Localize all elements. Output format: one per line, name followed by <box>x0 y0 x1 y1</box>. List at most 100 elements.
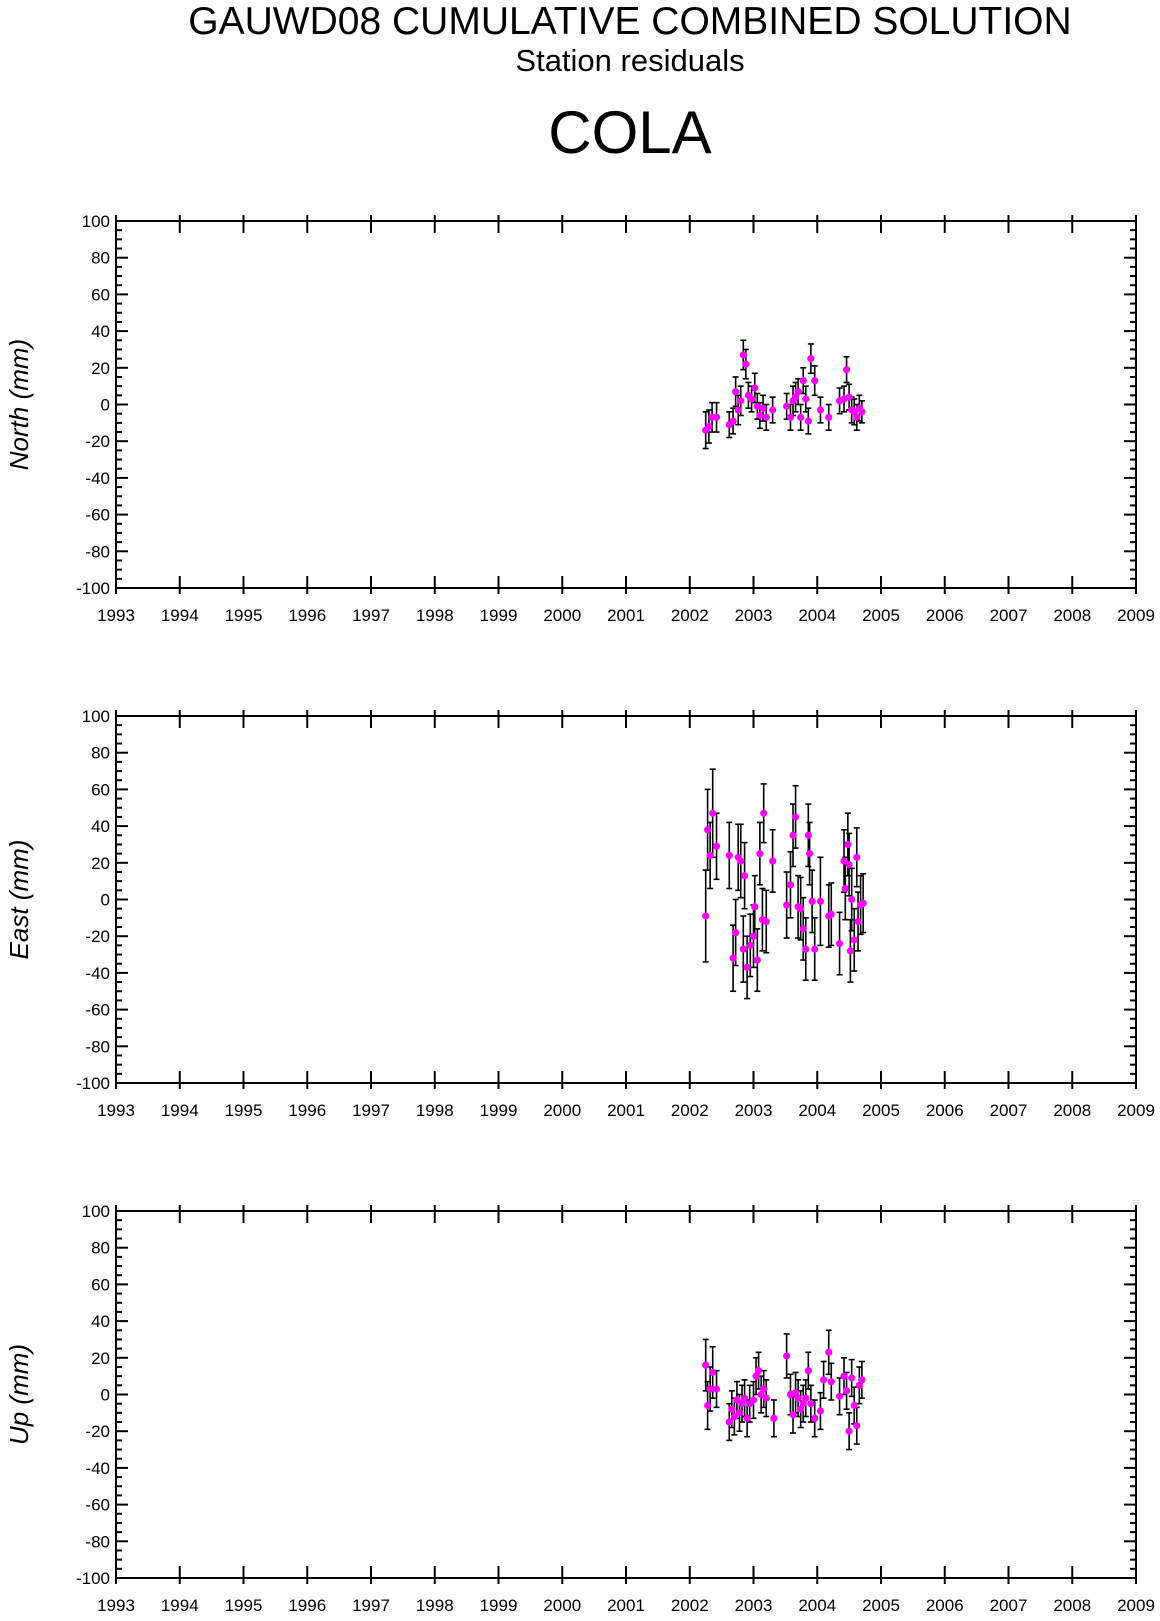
up-data-point <box>789 1411 797 1419</box>
east-x-tick-label: 1995 <box>225 1101 263 1120</box>
east-data-point <box>786 881 795 889</box>
up-y-tick-label: 20 <box>91 1349 110 1368</box>
up-data-point <box>820 1376 828 1384</box>
north-x-tick-label: 2002 <box>671 606 709 625</box>
up-data-point <box>738 1400 746 1408</box>
east-y-tick-label: 60 <box>91 780 110 799</box>
north-y-tick-label: -40 <box>85 469 110 488</box>
north-x-tick-label: 1998 <box>416 606 454 625</box>
east-data-point <box>702 912 710 920</box>
north-data-point <box>811 377 819 385</box>
up-x-tick-label: 1994 <box>161 1596 199 1615</box>
up-x-tick-label: 1997 <box>352 1596 390 1615</box>
north-x-tick-label: 1999 <box>480 606 518 625</box>
up-data-point <box>811 1414 819 1422</box>
up-data-point <box>743 1414 751 1422</box>
north-x-tick-label: 2008 <box>1053 606 1091 625</box>
up-data-point <box>712 1385 721 1393</box>
east-x-tick-label: 2006 <box>926 1101 964 1120</box>
up-data-point <box>816 1407 825 1415</box>
east-data-point <box>827 910 835 918</box>
east-x-tick-label: 1994 <box>161 1101 199 1120</box>
east-data-point <box>791 813 800 821</box>
east-y-tick-label: -80 <box>85 1037 110 1056</box>
up-y-tick-label: 100 <box>82 1202 110 1221</box>
north-y-tick-label: -80 <box>85 542 110 561</box>
up-data-point <box>725 1418 733 1426</box>
north-data-point <box>762 413 770 421</box>
east-x-tick-label: 2009 <box>1117 1101 1155 1120</box>
east-data-point <box>751 903 759 911</box>
east-data-point <box>845 861 853 869</box>
chart-subtitle: Station residuals <box>515 43 745 78</box>
east-data-point <box>816 897 825 905</box>
up-x-tick-label: 2002 <box>671 1596 709 1615</box>
up-y-tick-label: 60 <box>91 1275 110 1294</box>
north-x-tick-label: 2009 <box>1117 606 1155 625</box>
east-x-tick-label: 2002 <box>671 1101 709 1120</box>
north-x-tick-label: 2005 <box>862 606 900 625</box>
up-data-point <box>770 1414 778 1422</box>
up-data-point <box>799 1400 807 1408</box>
east-x-tick-label: 2000 <box>543 1101 581 1120</box>
north-x-tick-label: 2000 <box>543 606 581 625</box>
east-data-point <box>806 850 814 858</box>
north-data-point <box>712 413 721 421</box>
up-data-point <box>749 1396 758 1404</box>
east-panel: 100 80 60 40 20 0 -20 -40 -60 -80 -100 1993 1994 1995… <box>4 707 1155 1120</box>
east-data-point <box>846 947 855 955</box>
up-x-tick-label: 1993 <box>97 1596 135 1615</box>
up-data-point <box>804 1367 812 1375</box>
up-x-tick-label: 2009 <box>1117 1596 1155 1615</box>
up-data-point <box>706 1385 714 1393</box>
east-data-point <box>769 857 777 865</box>
east-x-tick-label: 2003 <box>735 1101 773 1120</box>
up-data-point <box>855 1381 863 1389</box>
up-data-point <box>752 1372 760 1380</box>
north-data-point <box>769 406 777 414</box>
north-plot-frame <box>115 220 1137 589</box>
north-data-point <box>853 413 861 421</box>
north-y-tick-label: -60 <box>85 506 110 525</box>
east-x-tick-label: 2005 <box>862 1101 900 1120</box>
up-x-tick-label: 2005 <box>862 1596 900 1615</box>
north-data-point <box>737 397 745 405</box>
north-data-point <box>759 404 767 412</box>
east-x-tick-label: 1996 <box>288 1101 326 1120</box>
east-data-point <box>841 884 849 893</box>
north-data-point <box>816 406 825 414</box>
north-data-point <box>791 393 800 401</box>
chart-title: GAUWD08 CUMULATIVE COMBINED SOLUTION <box>188 0 1072 43</box>
east-data-point <box>808 897 816 905</box>
north-data-point <box>732 388 740 396</box>
up-x-tick-label: 1996 <box>288 1596 326 1615</box>
up-data-point <box>733 1396 741 1404</box>
east-data-point <box>848 895 856 904</box>
north-x-tick-label: 1996 <box>288 606 326 625</box>
north-data-point <box>753 402 761 410</box>
north-data-point <box>804 417 812 425</box>
up-y-tick-label: -100 <box>76 1569 110 1588</box>
east-data-point <box>740 872 749 880</box>
north-x-tick-label: 1994 <box>161 606 199 625</box>
east-data-point <box>725 851 733 860</box>
up-data-point <box>702 1361 710 1369</box>
up-x-tick-label: 1995 <box>225 1596 263 1615</box>
north-data-point <box>756 411 764 420</box>
up-data-point <box>709 1368 717 1377</box>
north-x-tick-label: 1995 <box>225 606 263 625</box>
north-data-point <box>799 377 807 385</box>
north-data-point <box>850 408 858 416</box>
east-y-tick-label: -40 <box>85 964 110 983</box>
north-x-tick-label: 1993 <box>97 606 135 625</box>
east-x-tick-label: 2004 <box>798 1101 836 1120</box>
east-data-point <box>844 840 852 849</box>
north-y-tick-label: -100 <box>76 579 110 598</box>
up-data-point <box>827 1378 835 1386</box>
north-data-point <box>794 388 802 396</box>
east-data-point <box>704 826 712 834</box>
up-data-point <box>858 1376 866 1384</box>
north-data-point <box>739 351 747 359</box>
up-data-point <box>848 1374 856 1382</box>
north-x-tick-label: 2006 <box>926 606 964 625</box>
